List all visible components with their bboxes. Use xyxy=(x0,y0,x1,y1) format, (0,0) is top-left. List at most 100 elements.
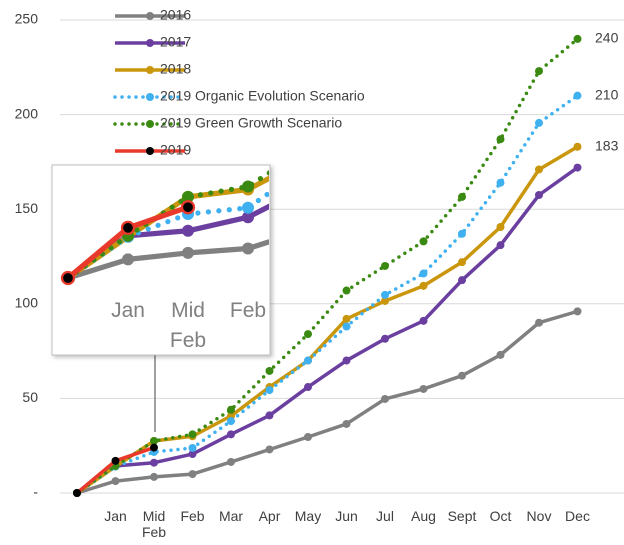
inset-series-line xyxy=(66,203,269,281)
point xyxy=(342,286,351,295)
y-tick-label: 100 xyxy=(15,295,39,311)
point xyxy=(342,314,351,323)
point xyxy=(458,276,466,285)
point xyxy=(535,318,543,327)
inset-point xyxy=(602,4,614,16)
x-tick-label: Aug xyxy=(411,508,436,524)
inset-point xyxy=(422,66,434,78)
legend-marker xyxy=(146,93,154,101)
point xyxy=(188,443,197,452)
legend-label: 2019 Organic Evolution Scenario xyxy=(160,88,365,104)
point xyxy=(496,350,505,359)
point xyxy=(265,386,274,395)
inset-x-tick-label: Feb xyxy=(229,299,267,322)
point xyxy=(458,258,466,267)
x-tick-label: May xyxy=(294,508,322,524)
point xyxy=(496,222,505,231)
point xyxy=(342,419,351,428)
inset-point xyxy=(302,181,314,193)
point xyxy=(227,405,235,414)
point xyxy=(227,457,235,466)
point xyxy=(419,384,428,393)
inset-point xyxy=(60,270,76,286)
point xyxy=(150,443,158,452)
point xyxy=(535,67,543,76)
point xyxy=(573,163,582,172)
y-tick-label: 250 xyxy=(15,11,39,27)
data-label: 210 xyxy=(595,86,619,102)
point xyxy=(265,445,274,454)
series-line xyxy=(76,309,578,495)
inset-point xyxy=(182,246,194,259)
inset-point xyxy=(242,242,254,255)
inset-point xyxy=(602,110,614,122)
inset-point xyxy=(362,204,374,216)
inset-point xyxy=(422,107,434,119)
inset-point xyxy=(182,190,194,203)
legend-label: 2017 xyxy=(160,34,191,50)
y-tick-label: 200 xyxy=(15,105,39,121)
point xyxy=(342,322,351,331)
inset-point xyxy=(362,151,374,163)
point xyxy=(188,470,197,479)
y-tick-label: - xyxy=(33,484,38,500)
inset-point xyxy=(122,253,134,266)
point xyxy=(458,371,466,380)
inset-point xyxy=(482,12,494,24)
point xyxy=(304,432,312,441)
legend-marker xyxy=(146,12,154,20)
inset-x-tick-label: Mid Feb xyxy=(169,299,207,352)
point xyxy=(265,411,274,420)
series-line xyxy=(75,93,580,495)
legend-label: 2018 xyxy=(160,61,191,77)
x-tick-label: Sept xyxy=(447,508,477,524)
point xyxy=(304,356,312,365)
point xyxy=(150,436,158,445)
series-line xyxy=(75,37,580,495)
x-tick-label: Jun xyxy=(335,508,358,524)
inset-point xyxy=(422,66,434,78)
data-label: 240 xyxy=(595,30,619,46)
point xyxy=(227,430,235,439)
inset-point xyxy=(120,220,136,235)
point xyxy=(188,430,197,439)
inset-point xyxy=(362,107,374,119)
point xyxy=(381,394,389,403)
point xyxy=(419,281,428,290)
inset-point xyxy=(180,200,196,215)
legend-label: 2016 xyxy=(160,7,191,23)
x-tick-label: Dec xyxy=(565,508,590,524)
point xyxy=(458,192,466,201)
legend-marker xyxy=(146,147,154,155)
x-tick-label: Feb xyxy=(180,508,205,524)
inset-point xyxy=(362,112,374,124)
y-tick-label: 50 xyxy=(22,389,38,405)
point xyxy=(304,330,312,339)
inset-point xyxy=(422,24,434,36)
point xyxy=(342,356,351,365)
inset-series-line xyxy=(65,189,269,281)
inset-point xyxy=(302,152,314,164)
x-tick-label: Mid Feb xyxy=(141,508,167,540)
point xyxy=(419,237,428,246)
legend-label: 2019 Green Growth Scenario xyxy=(160,115,342,131)
x-tick-label: Mar xyxy=(218,508,244,524)
x-tick-label: Jan xyxy=(104,508,127,524)
legend-marker xyxy=(146,120,154,128)
inset-point xyxy=(242,180,254,193)
legend-label: 2019 xyxy=(160,142,191,158)
inset-x-tick-label: Jan xyxy=(111,299,145,322)
point xyxy=(573,142,582,151)
point xyxy=(150,458,158,467)
point xyxy=(111,456,120,465)
point xyxy=(227,417,235,426)
point xyxy=(496,241,505,250)
x-tick-label: Apr xyxy=(258,508,281,524)
data-label: 183 xyxy=(595,137,619,153)
inset-series-line xyxy=(67,239,269,281)
point xyxy=(381,296,389,305)
point xyxy=(573,307,582,316)
series-line xyxy=(75,166,579,495)
inset-point xyxy=(542,32,554,44)
